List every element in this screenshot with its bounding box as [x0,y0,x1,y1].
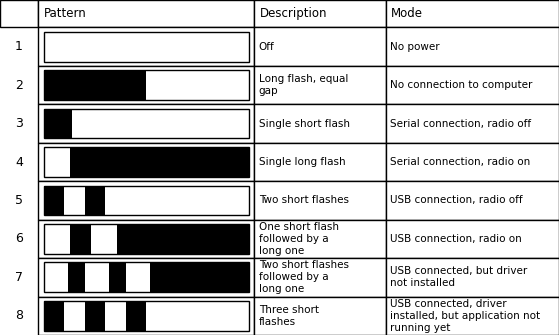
Bar [44,301,249,331]
Bar [44,263,249,292]
Bar [150,263,249,292]
Bar [44,263,249,292]
Bar [64,186,84,215]
Bar [44,186,249,215]
Text: Three short
flashes: Three short flashes [259,305,319,327]
Text: Off: Off [259,42,274,52]
Bar [44,70,249,100]
Bar [44,224,249,254]
Bar [105,301,126,331]
Bar [38,0,254,27]
Text: One short flash
followed by a
long one: One short flash followed by a long one [259,222,339,256]
Bar [38,220,254,258]
Text: Single long flash: Single long flash [259,157,345,167]
Bar [84,301,105,331]
Bar [38,258,254,296]
Text: 8: 8 [15,309,23,322]
Bar [386,143,559,181]
Bar [254,220,386,258]
Bar [105,186,249,215]
Bar [44,147,70,177]
Bar [44,301,249,331]
Bar [44,147,249,177]
Bar [386,0,559,27]
Bar [109,263,126,292]
Text: 3: 3 [15,117,23,130]
Bar [254,181,386,220]
Bar [38,27,254,66]
Bar [84,263,109,292]
Bar [254,105,386,143]
Text: USB connection, radio off: USB connection, radio off [390,195,523,205]
Bar [84,186,105,215]
Bar [117,224,249,254]
Text: Two short flashes
followed by a
long one: Two short flashes followed by a long one [259,260,349,294]
Text: No connection to computer: No connection to computer [390,80,533,90]
Bar [146,301,249,331]
Bar [386,105,559,143]
Bar [254,143,386,181]
Text: Pattern: Pattern [44,7,86,20]
Text: Serial connection, radio off: Serial connection, radio off [390,119,531,129]
Text: Mode: Mode [391,7,423,20]
Bar [91,224,117,254]
Bar [44,224,70,254]
Bar [70,147,249,177]
Bar [44,186,249,215]
Bar [126,301,146,331]
Bar [38,296,254,335]
Bar [44,70,146,100]
Bar [38,181,254,220]
Bar [44,147,249,177]
Text: USB connected, driver
installed, but application not
running yet: USB connected, driver installed, but app… [390,299,541,333]
Text: 5: 5 [15,194,23,207]
Text: USB connected, but driver
not installed: USB connected, but driver not installed [390,266,528,288]
Bar [70,224,91,254]
Text: 2: 2 [15,79,23,92]
Bar [44,70,249,100]
Text: 1: 1 [15,40,23,53]
Bar [38,66,254,105]
Bar [386,296,559,335]
Text: Two short flashes: Two short flashes [259,195,349,205]
Text: 6: 6 [15,232,23,246]
Bar [44,32,249,62]
Text: Long flash, equal
gap: Long flash, equal gap [259,74,348,96]
Bar [72,109,249,138]
Bar [386,27,559,66]
Bar [386,181,559,220]
Bar [44,186,64,215]
Bar [0,0,38,27]
Bar [44,301,64,331]
Bar [386,220,559,258]
Text: 7: 7 [15,271,23,284]
Text: 4: 4 [15,155,23,169]
Text: Single short flash: Single short flash [259,119,350,129]
Bar [64,301,84,331]
Bar [146,70,249,100]
Bar [254,27,386,66]
Bar [386,66,559,105]
Bar [254,0,386,27]
Bar [254,296,386,335]
Text: No power: No power [390,42,440,52]
Bar [44,109,249,138]
Bar [38,105,254,143]
Bar [254,66,386,105]
Bar [254,258,386,296]
Bar [44,32,249,62]
Bar [38,143,254,181]
Text: Serial connection, radio on: Serial connection, radio on [390,157,530,167]
Bar [68,263,84,292]
Bar [386,258,559,296]
Bar [126,263,150,292]
Bar [44,263,68,292]
Text: Description: Description [260,7,328,20]
Bar [44,109,72,138]
Bar [44,109,249,138]
Text: USB connection, radio on: USB connection, radio on [390,234,522,244]
Bar [44,224,249,254]
